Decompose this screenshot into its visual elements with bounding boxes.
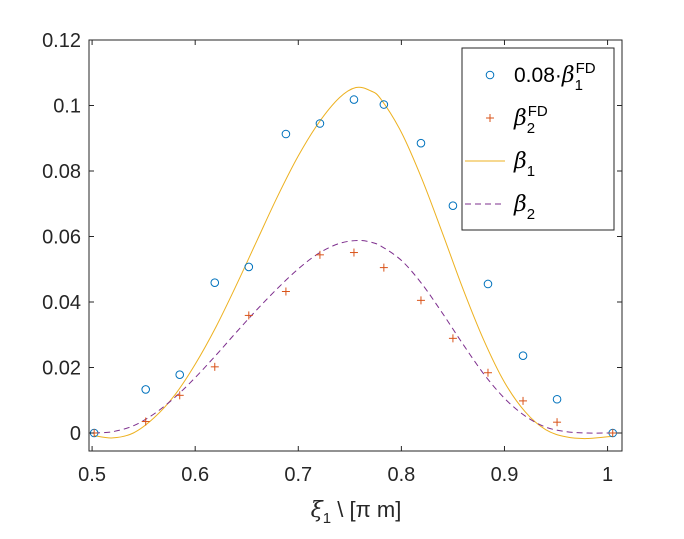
- legend-label-subscript: 1: [575, 77, 583, 94]
- legend-swatch: [486, 114, 494, 122]
- data-point-series-1: [552, 394, 562, 404]
- data-point-series-2: [416, 296, 425, 305]
- data-point-series-2: [483, 368, 492, 377]
- legend-label: β2FD: [513, 103, 548, 137]
- data-point-series-1: [141, 385, 151, 394]
- data-point-series-1: [210, 278, 220, 287]
- data-point-series-2: [315, 250, 324, 259]
- data-point-series-2: [210, 362, 219, 371]
- data-point-series-2: [553, 418, 562, 427]
- x-axis-label: ξ1 \ [π m]: [311, 497, 402, 527]
- x-tick-label: 0.5: [78, 464, 106, 486]
- data-point-series-1: [349, 95, 359, 104]
- y-tick-label: 0.02: [42, 357, 81, 379]
- data-point-series-1: [518, 351, 528, 361]
- legend-label: 0.08·β1FD: [514, 60, 596, 94]
- data-point-series-1: [244, 262, 254, 272]
- x-axis-label-symbol: ξ: [311, 498, 325, 523]
- legend-label-superscript: FD: [528, 103, 548, 120]
- y-tick-label: 0.06: [42, 226, 81, 248]
- data-point-series-2: [244, 311, 253, 320]
- legend-label: β2: [513, 192, 535, 223]
- data-point-series-2: [608, 428, 617, 437]
- series-line-3: [94, 86, 613, 440]
- legend-label-superscript: FD: [576, 60, 596, 77]
- x-tick-label: 0.8: [387, 464, 415, 486]
- x-tick-label: 1: [602, 464, 613, 486]
- legend-label-symbol: β: [513, 149, 527, 174]
- y-tick-label: 0.1: [53, 95, 81, 117]
- y-tick-label: 0.04: [42, 292, 81, 314]
- series-markers: [89, 95, 618, 438]
- legend-label-subscript: 2: [527, 120, 535, 137]
- data-point-series-2: [175, 391, 184, 400]
- y-tick-label: 0.08: [42, 161, 81, 183]
- x-axis-label-unit: \ [π m]: [331, 497, 401, 522]
- data-point-series-1: [448, 201, 458, 211]
- legend-label-symbol: β: [561, 63, 575, 88]
- data-point-series-2: [519, 396, 528, 405]
- legend-swatch: [485, 70, 495, 80]
- data-point-series-1: [281, 129, 291, 139]
- data-point-series-1: [483, 279, 493, 289]
- plot-frame: [88, 39, 623, 452]
- x-tick-label: 0.6: [181, 464, 209, 486]
- data-point-series-2: [349, 248, 358, 257]
- y-tick-label: 0: [70, 423, 81, 445]
- x-tick-label: 0.9: [491, 464, 519, 486]
- x-tick-label: 0.7: [284, 464, 312, 486]
- data-point-series-1: [315, 119, 325, 128]
- data-point-series-2: [141, 417, 150, 426]
- axis-ticks: 0.5 0.6 0.7 0.8 0.9 1 0 0.02 0.04 0.06 0.08 0.1 0.12: [42, 30, 622, 486]
- y-tick-label: 0.12: [42, 30, 81, 52]
- data-point-series-1: [175, 370, 185, 379]
- series-lines: [94, 86, 613, 440]
- x-axis-label-subscript: 1: [323, 510, 331, 527]
- data-point-series-2: [379, 263, 388, 272]
- data-point-series-2: [281, 287, 290, 296]
- legend-label-symbol: β: [513, 106, 527, 131]
- data-point-series-2: [448, 334, 457, 343]
- legend-label-prefix: 0.08·: [514, 64, 562, 87]
- legend-label-subscript: 1: [527, 163, 535, 180]
- legend-label-subscript: 2: [527, 206, 535, 223]
- data-point-series-1: [416, 138, 426, 148]
- legend-label: β1: [513, 149, 535, 180]
- data-point-series-1: [379, 100, 389, 109]
- legend-label-symbol: β: [513, 192, 527, 217]
